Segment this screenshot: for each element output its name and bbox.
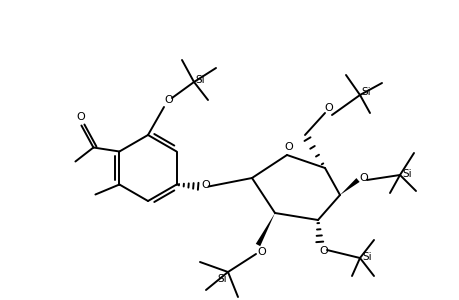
Text: O: O <box>76 112 84 122</box>
Text: Si: Si <box>361 252 371 262</box>
Text: Si: Si <box>195 75 204 85</box>
Polygon shape <box>339 178 359 195</box>
Polygon shape <box>255 213 274 246</box>
Text: O: O <box>257 247 266 257</box>
Text: O: O <box>324 103 333 113</box>
Text: O: O <box>284 142 293 152</box>
Text: O: O <box>164 95 173 105</box>
Text: O: O <box>319 246 328 256</box>
Text: O: O <box>201 181 209 190</box>
Text: Si: Si <box>401 169 411 179</box>
Text: O: O <box>359 173 368 183</box>
Text: Si: Si <box>360 87 370 97</box>
Text: Si: Si <box>217 274 226 284</box>
